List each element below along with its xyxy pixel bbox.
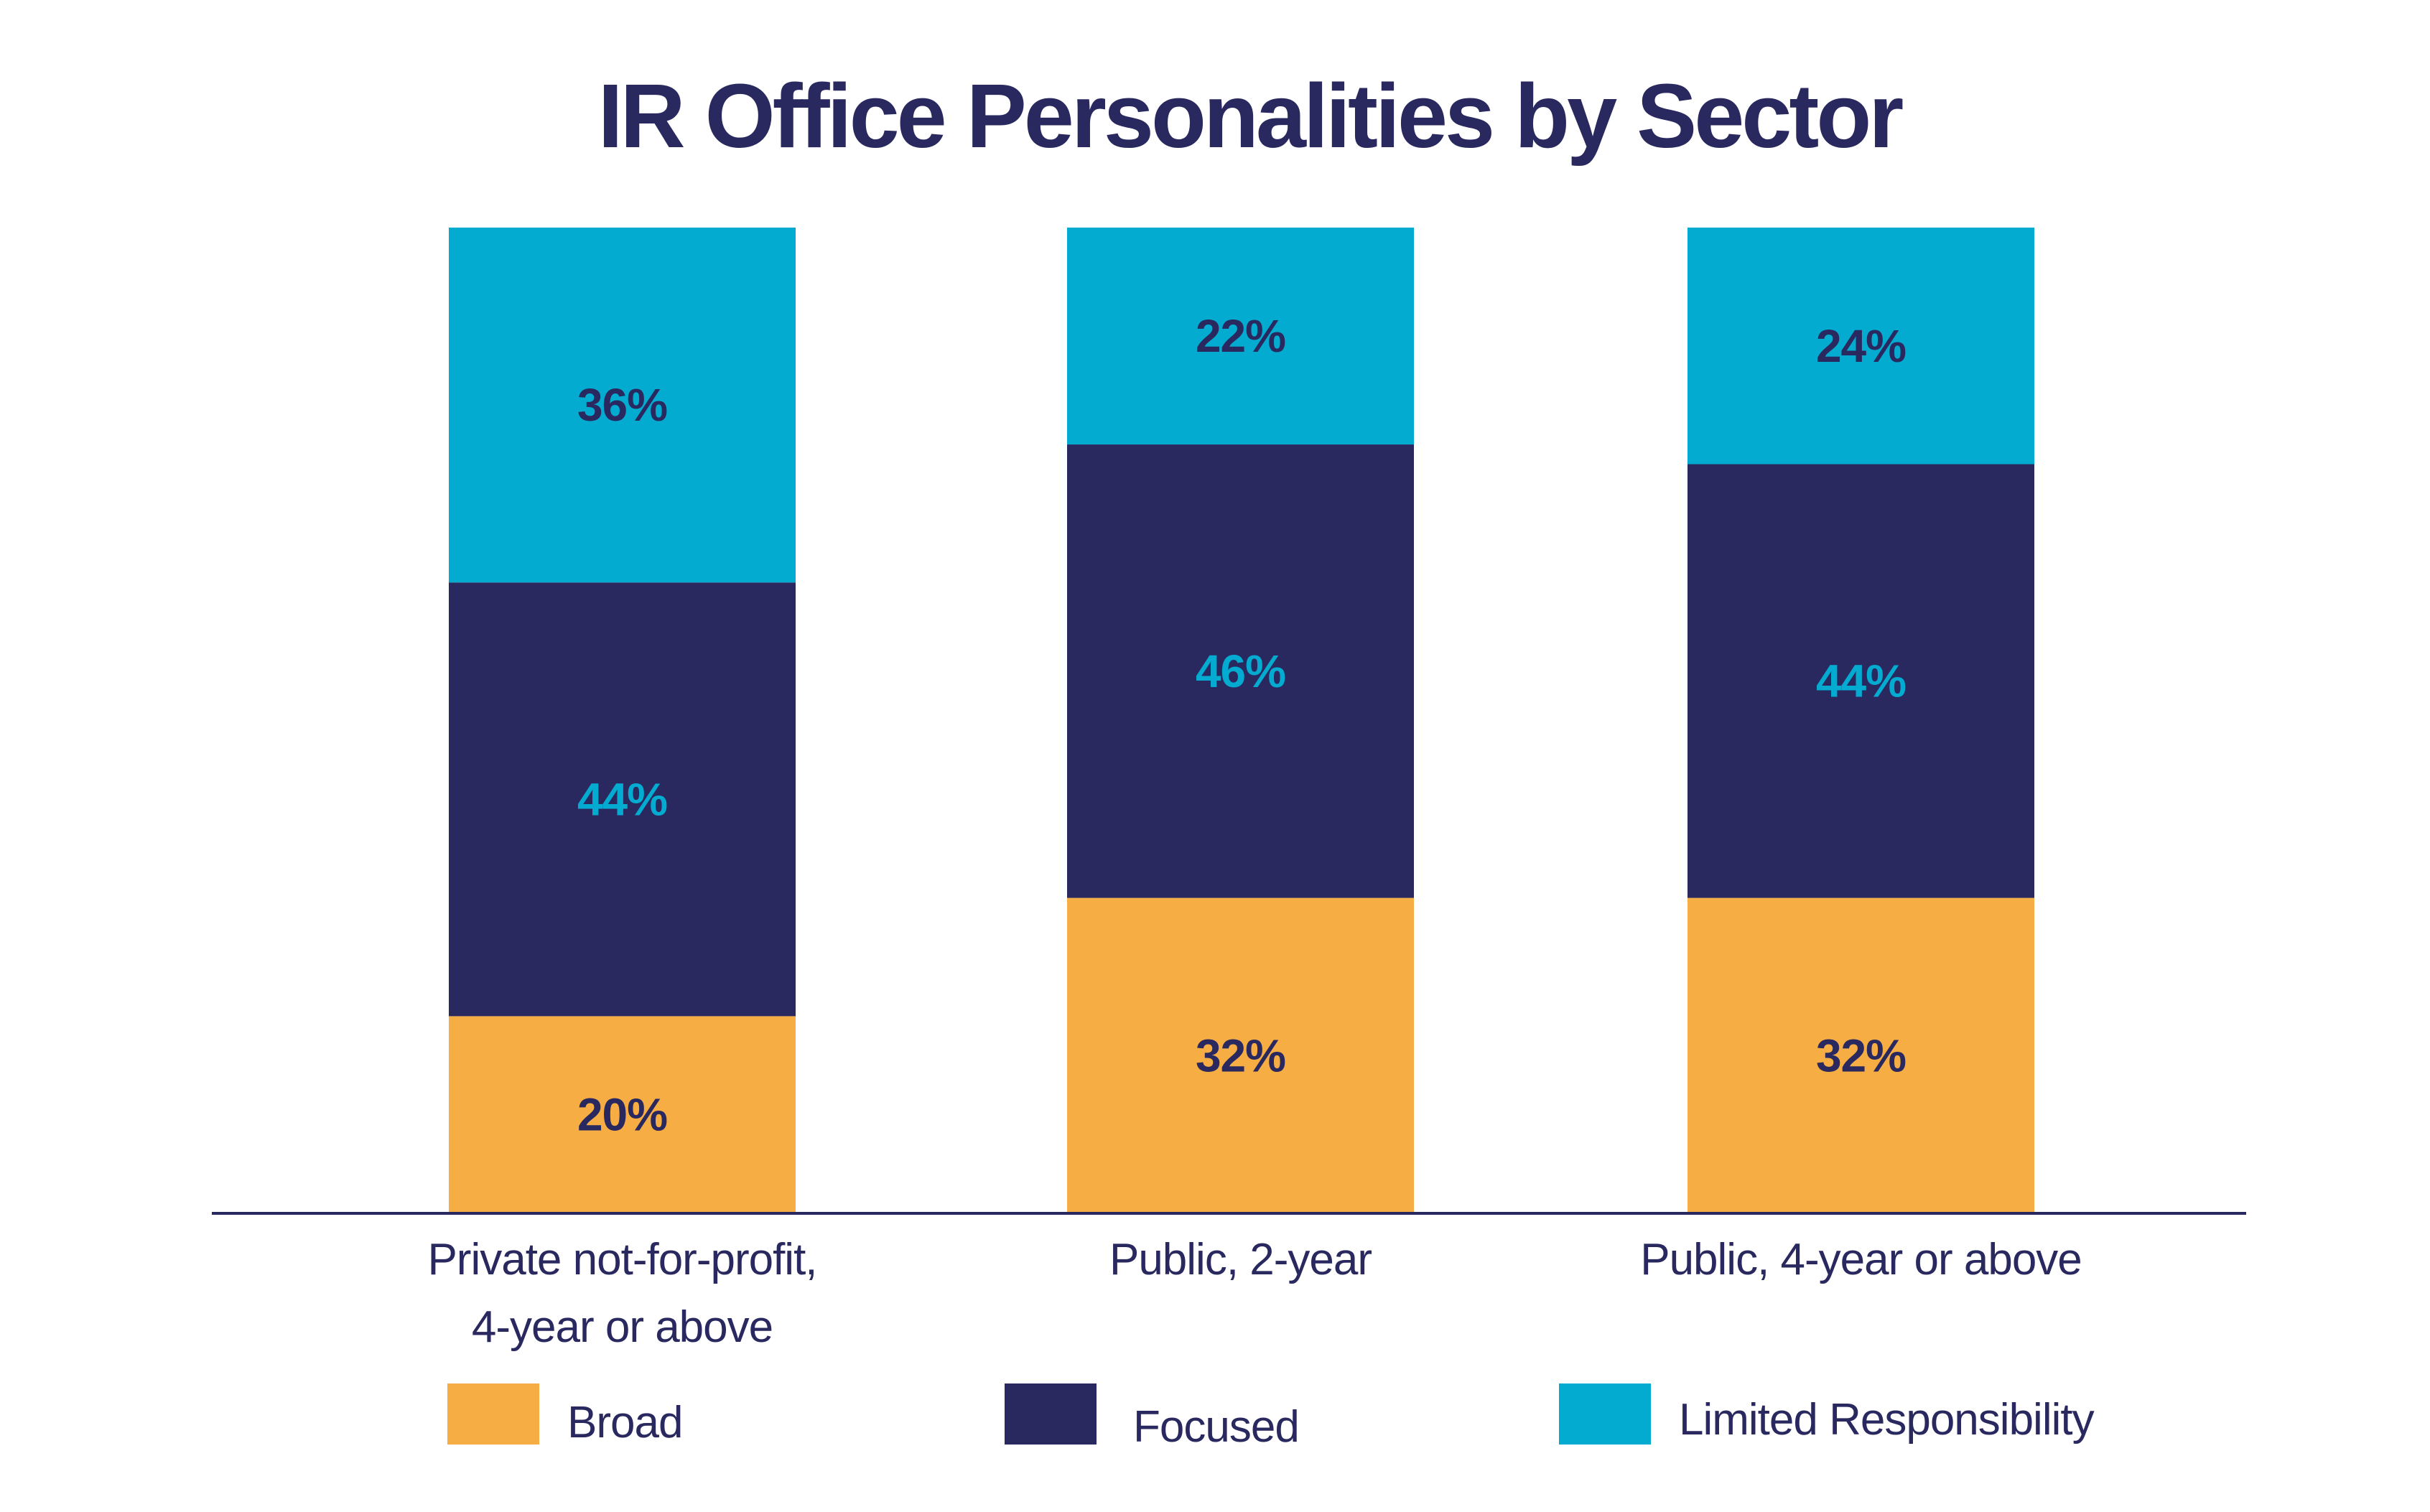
legend-label-broad: Broad [567,1398,682,1447]
bar-segment-broad-private-not-for-profit-4-year-or-above [449,1016,796,1213]
legend-label-limited-responsibility: Limited Responsibility [1679,1395,2095,1445]
data-label-limited-responsibility-public-4-year-or-above: 24% [1816,320,1906,372]
legend-item-broad: Broad [447,1383,683,1447]
data-label-broad-public-4-year-or-above: 32% [1816,1030,1906,1081]
legend-swatch-broad [447,1383,539,1445]
data-label-limited-responsibility-public-2-year: 22% [1196,310,1285,362]
bars-group: 20% 44% 36% 32% 46% 22% 32% 44% 24% [449,228,2034,1213]
data-label-focused-private-not-for-profit-4-year-or-above: 44% [577,773,667,825]
bar-segment-limited-responsibility-private-not-for-profit-4-year-or-above [449,228,796,583]
bar-segment-focused-public-2-year [1067,444,1414,898]
legend-label-focused: Focused [1133,1402,1299,1452]
chart-title: IR Office Personalities by Sector [598,65,1904,167]
x-tick-label-public-4-year-or-above: Public, 4-year or above [1640,1235,2082,1284]
data-label-broad-public-2-year: 32% [1196,1030,1285,1081]
data-label-focused-public-4-year-or-above: 44% [1816,655,1906,707]
x-tick-label-private-not-for-profit-4-year-or-above: Private not-for-profit, 4-year or above [427,1235,816,1352]
data-label-focused-public-2-year: 46% [1196,645,1285,697]
category-labels: Private not-for-profit, 4-year or above Pu… [427,1235,2082,1352]
legend-item-focused: Focused [1005,1383,1300,1452]
bar-segment-limited-responsibility-public-2-year [1067,228,1414,445]
legend-item-limited-responsibility: Limited Responsibility [1559,1383,2095,1445]
bar-segment-broad-public-2-year [1067,897,1414,1213]
bar-segment-broad-public-4-year-or-above [1688,897,2034,1213]
bar-segment-limited-responsibility-public-4-year-or-above [1688,228,2034,465]
data-label-broad-private-not-for-profit-4-year-or-above: 20% [577,1089,667,1141]
legend-swatch-focused [1005,1383,1097,1445]
legend: Broad Focused Limited Responsibility [447,1383,2095,1452]
bar-segment-focused-private-not-for-profit-4-year-or-above [449,582,796,1017]
legend-swatch-limited-responsibility [1559,1383,1651,1445]
bar-segment-focused-public-4-year-or-above [1688,464,2034,898]
x-tick-label-public-2-year: Public, 2-year [1109,1235,1372,1284]
data-label-limited-responsibility-private-not-for-profit-4-year-or-above: 36% [577,379,667,431]
